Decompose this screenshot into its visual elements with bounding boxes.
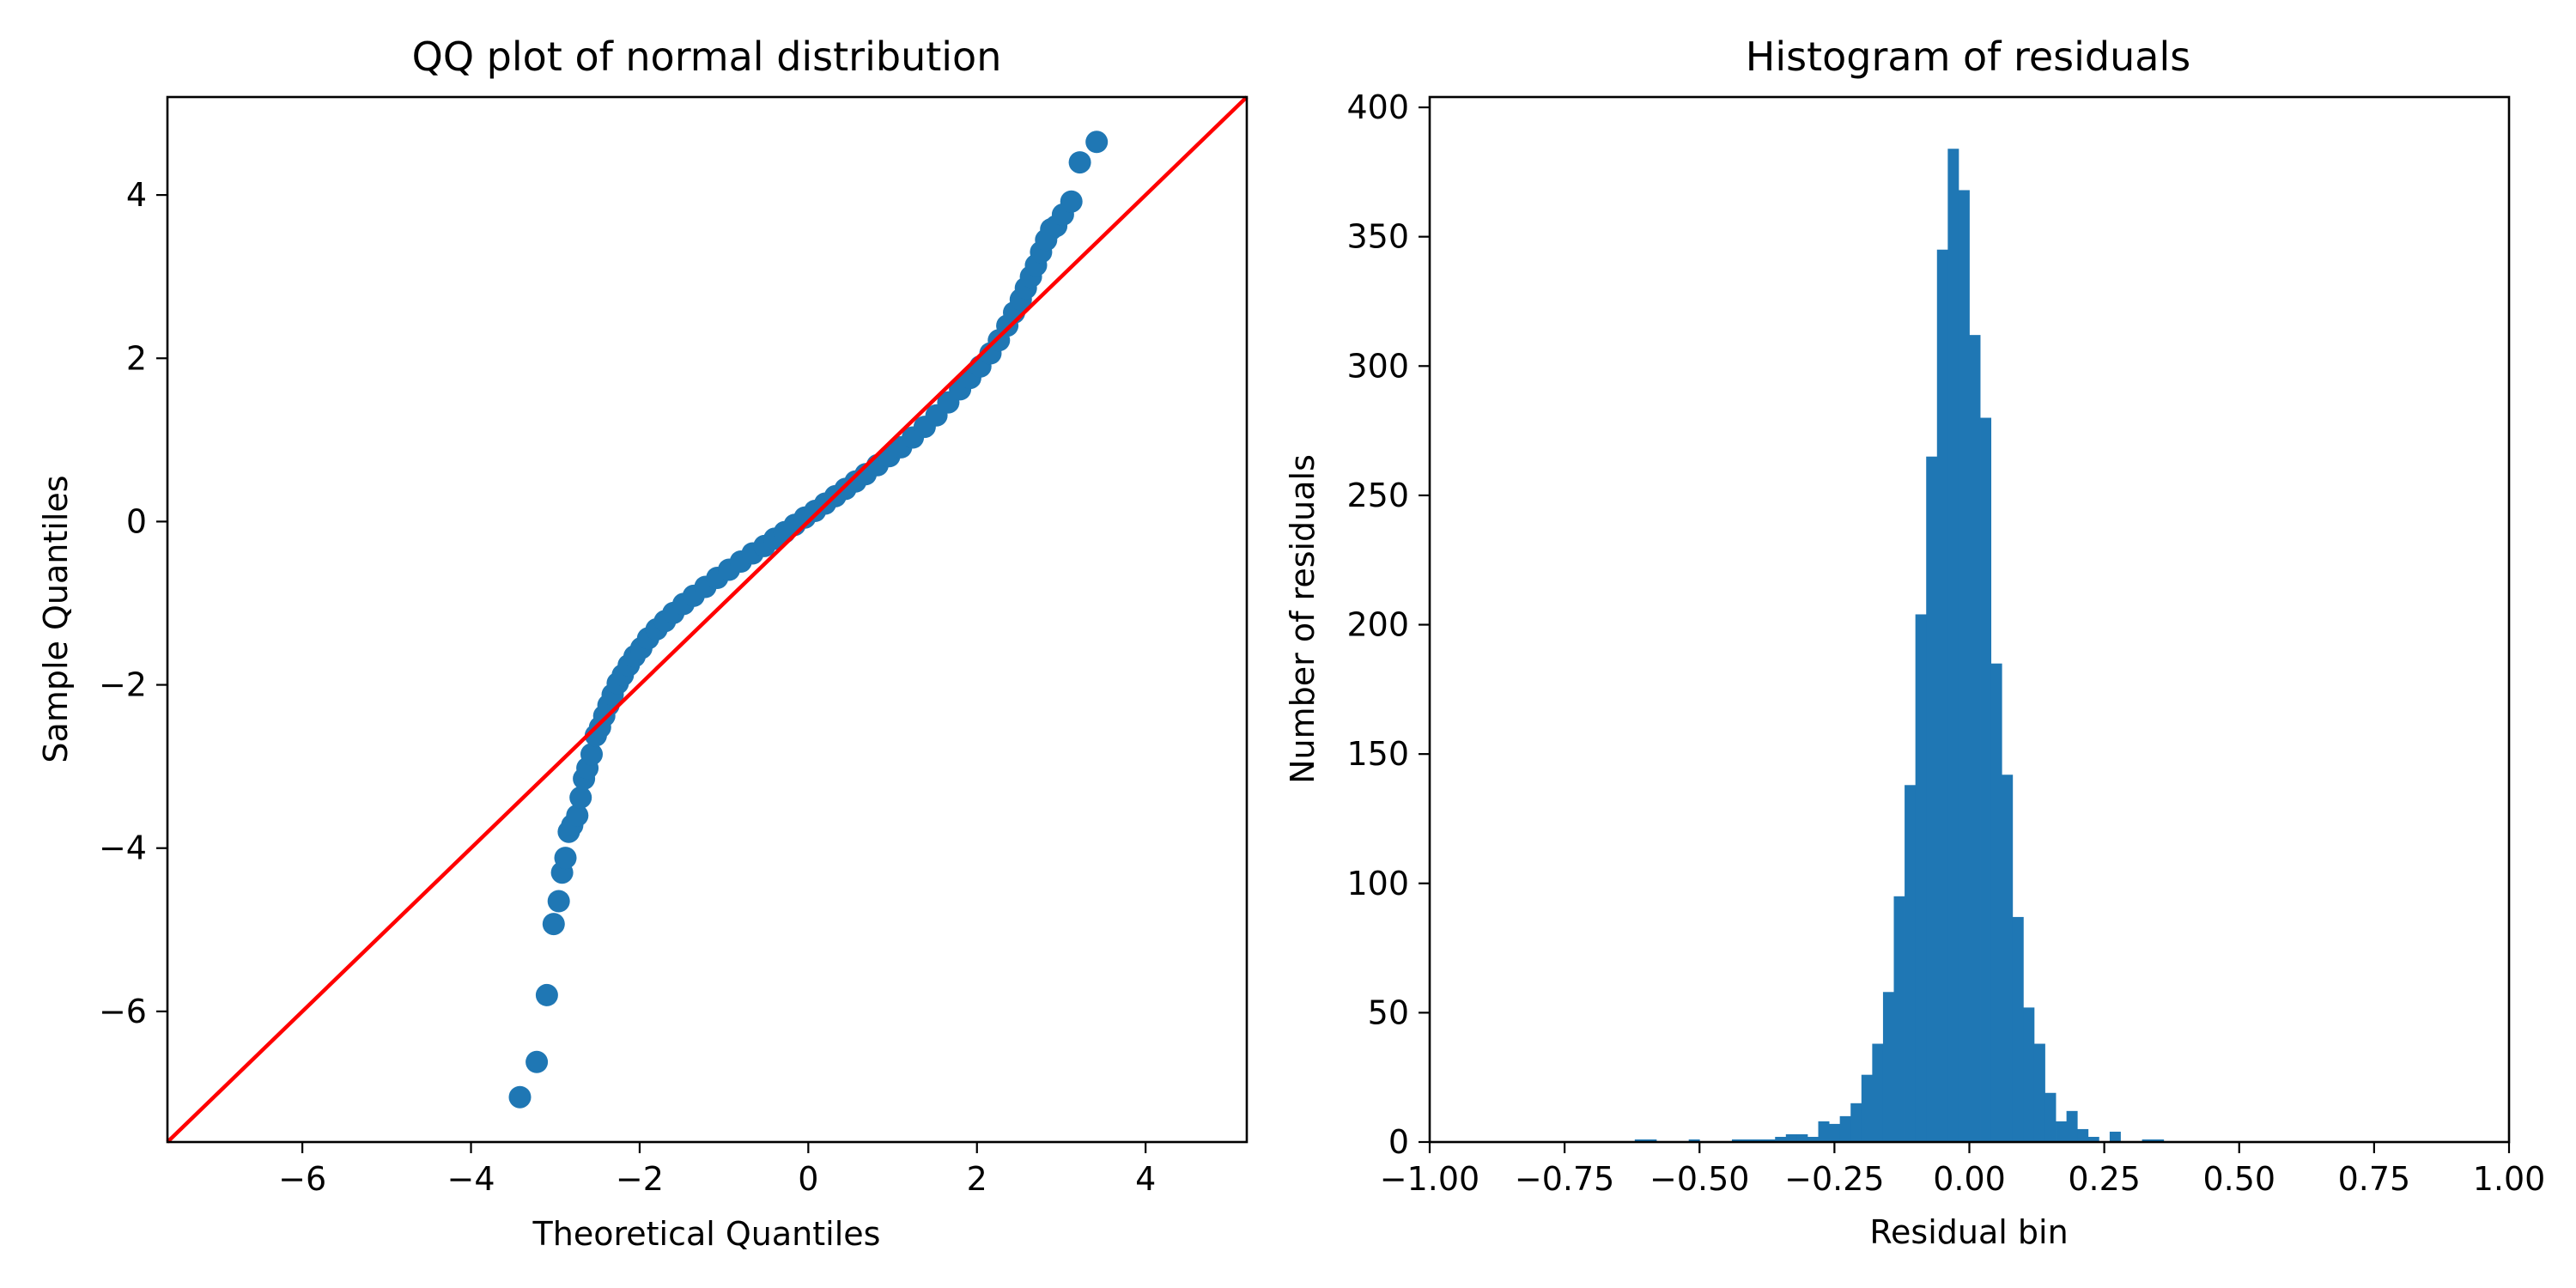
qq-x-tick-label: −2 (616, 1160, 664, 1198)
histogram-y-tick-label: 50 (1368, 993, 1409, 1031)
histogram-x-tick-label: 0.00 (1933, 1160, 2006, 1198)
histogram-bar (2077, 1128, 2089, 1142)
histogram-bar (1829, 1123, 1841, 1142)
histogram-bar (2066, 1110, 2078, 1142)
qq-point (1085, 131, 1109, 154)
histogram-bar (2142, 1139, 2154, 1142)
qq-point (580, 743, 603, 766)
histogram-bar (1915, 614, 1927, 1142)
histogram-y-tick-label: 250 (1346, 477, 1409, 514)
histogram-y-tick-label: 200 (1346, 606, 1409, 644)
histogram-x-tick-label: 0.50 (2202, 1160, 2275, 1198)
qq-y-tick-label: −6 (99, 993, 147, 1030)
histogram-bar (1882, 992, 1894, 1142)
histogram-bars (1634, 149, 2165, 1143)
qq-plot-title: QQ plot of normal distribution (412, 33, 1002, 80)
histogram-bar (1645, 1139, 1657, 1142)
histogram-y-tick-label: 300 (1346, 347, 1409, 385)
histogram-bar (2023, 1007, 2035, 1142)
qq-y-tick-label: 4 (126, 176, 147, 214)
histogram-bar (1958, 190, 1970, 1143)
qq-plot-frame (166, 95, 1249, 1144)
histogram-bar (1742, 1139, 1754, 1142)
histogram-bar (1775, 1136, 1787, 1142)
histogram-bar (1796, 1133, 1808, 1142)
histogram-bar (1785, 1133, 1797, 1142)
histogram-bar (1807, 1136, 1819, 1142)
histogram-bar (2087, 1136, 2099, 1142)
histogram-x-tick-label: −0.25 (1784, 1160, 1884, 1198)
histogram-y-tick-label: 0 (1388, 1123, 1409, 1161)
histogram-bar (1850, 1103, 1862, 1142)
qq-y-tick-label: −4 (99, 829, 147, 867)
histogram-x-tick-label: 0.75 (2338, 1160, 2411, 1198)
qq-x-tick-label: −6 (278, 1160, 326, 1198)
qq-y-axis-label: Sample Quantiles (37, 475, 75, 762)
qq-reference-line (166, 95, 1249, 1144)
qq-point (542, 913, 565, 936)
histogram-bar (1872, 1043, 1884, 1142)
histogram-bar (2044, 1092, 2057, 1142)
histogram-bar (1947, 149, 1959, 1142)
qq-marks (166, 95, 1249, 1144)
qq-x-tick-label: −4 (447, 1160, 495, 1198)
histogram-panel: Histogram of residuals −1.00 −0.75 −0.50 −0… (1284, 33, 2545, 1251)
qq-x-tick-label: 0 (798, 1160, 818, 1198)
qq-point (554, 847, 577, 870)
qq-point (547, 890, 570, 913)
histogram-bar (1905, 785, 1917, 1142)
qq-y-ticks: −6 −4 −2 0 2 4 (99, 176, 167, 1030)
histogram-bar (1839, 1115, 1851, 1142)
histogram-x-tick-label: 0.25 (2068, 1160, 2141, 1198)
histogram-x-tick-label: −0.50 (1649, 1160, 1749, 1198)
qq-plot-panel: QQ plot of normal distribution −6 −4 −2 0 2 4… (37, 33, 1249, 1253)
histogram-bar (1980, 417, 1992, 1142)
histogram-bar (2002, 775, 2014, 1142)
histogram-x-tick-label: −0.75 (1515, 1160, 1614, 1198)
histogram-bar (1764, 1139, 1776, 1142)
histogram-bar (1688, 1139, 1700, 1142)
qq-x-ticks: −6 −4 −2 0 2 4 (278, 1142, 1156, 1198)
histogram-y-tick-label: 100 (1346, 865, 1409, 902)
histogram-y-ticks: 0 50 100 150 200 250 300 350 400 (1346, 88, 1430, 1161)
histogram-title: Histogram of residuals (1746, 33, 2190, 80)
histogram-bar (2033, 1043, 2045, 1142)
histogram-x-tick-label: 1.00 (2473, 1160, 2546, 1198)
qq-point (508, 1085, 532, 1109)
histogram-x-tick-label: −1.00 (1380, 1160, 1479, 1198)
qq-point (1060, 190, 1083, 213)
histogram-y-tick-label: 400 (1346, 88, 1409, 126)
histogram-y-tick-label: 350 (1346, 218, 1409, 256)
qq-point (1068, 151, 1091, 174)
qq-x-tick-label: 4 (1135, 1160, 1156, 1198)
qq-point (526, 1050, 549, 1073)
histogram-bar (1753, 1139, 1765, 1142)
histogram-bar (1990, 663, 2002, 1142)
qq-y-tick-label: 2 (126, 339, 147, 377)
histogram-bar (2056, 1121, 2068, 1142)
histogram-bar (1926, 456, 1938, 1142)
histogram-bar (2109, 1131, 2121, 1142)
qq-x-tick-label: 2 (967, 1160, 987, 1198)
qq-y-tick-label: −2 (99, 666, 147, 704)
qq-point (535, 983, 558, 1006)
histogram-bar (1893, 896, 1905, 1142)
qq-x-axis-label: Theoretical Quantiles (532, 1215, 881, 1253)
histogram-bar (2012, 916, 2024, 1142)
histogram-bar (1936, 249, 1948, 1143)
histogram-bar (1861, 1074, 1873, 1142)
qq-point (569, 786, 592, 809)
histogram-bar (1969, 335, 1981, 1142)
histogram-x-ticks: −1.00 −0.75 −0.50 −0.25 0.00 0.25 0.50 0.75 1.00 (1380, 1142, 2546, 1198)
histogram-bar (1731, 1139, 1743, 1142)
histogram-bar (1634, 1139, 1646, 1142)
histogram-x-axis-label: Residual bin (1869, 1213, 2068, 1251)
histogram-y-axis-label: Number of residuals (1284, 454, 1321, 784)
qq-point (566, 804, 589, 827)
qq-y-tick-label: 0 (126, 502, 147, 540)
histogram-bar (2153, 1139, 2165, 1142)
histogram-y-tick-label: 150 (1346, 735, 1409, 773)
histogram-bar (1818, 1121, 1830, 1142)
